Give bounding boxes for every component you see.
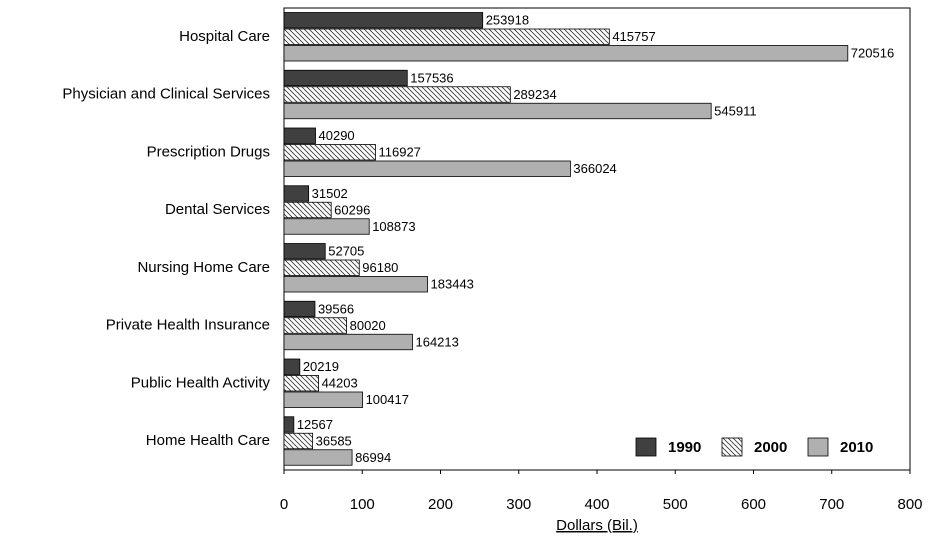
- bar: [283, 416, 295, 433]
- value-label: 720516: [851, 46, 894, 61]
- legend-label: 1990: [668, 439, 701, 456]
- bar: [283, 449, 353, 466]
- bar: [283, 243, 326, 260]
- legend-label: 2000: [754, 439, 787, 456]
- value-label: 12567: [297, 417, 333, 432]
- bar: [283, 127, 316, 144]
- bar: [283, 259, 360, 276]
- bar: [283, 358, 301, 375]
- y-tick-label: Hospital Care: [179, 28, 270, 45]
- bar: [283, 391, 363, 408]
- y-tick-label: Public Health Activity: [131, 374, 271, 391]
- bar: [283, 12, 484, 29]
- value-label: 366024: [573, 161, 616, 176]
- value-label: 20219: [303, 359, 339, 374]
- x-tick-label: 700: [819, 496, 844, 513]
- y-tick-label: Physician and Clinical Services: [62, 86, 270, 103]
- bar: [283, 86, 511, 103]
- x-tick-label: 600: [741, 496, 766, 513]
- value-label: 86994: [355, 450, 391, 465]
- bar: [283, 45, 849, 62]
- bar: [283, 201, 332, 219]
- bar: [283, 333, 413, 351]
- x-tick-label: 300: [506, 496, 531, 513]
- bar: [283, 218, 370, 235]
- value-label: 44203: [322, 376, 358, 391]
- value-label: 80020: [350, 318, 386, 333]
- value-label: 183443: [431, 277, 474, 292]
- value-label: 96180: [362, 260, 398, 275]
- value-label: 545911: [714, 103, 756, 118]
- value-label: 31502: [312, 186, 348, 201]
- y-tick-label: Dental Services: [165, 201, 270, 218]
- bar: [283, 375, 319, 392]
- value-label: 40290: [319, 128, 355, 143]
- value-label: 116927: [378, 145, 420, 160]
- x-tick-label: 200: [428, 496, 453, 513]
- value-label: 108873: [372, 219, 415, 234]
- legend-swatch: [635, 437, 657, 457]
- bar: [283, 69, 408, 87]
- x-tick-label: 500: [663, 496, 688, 513]
- value-label: 39566: [318, 301, 354, 316]
- x-tick-label: 100: [350, 496, 375, 513]
- bar: [283, 28, 610, 45]
- bar: [283, 160, 571, 177]
- value-label: 157536: [410, 70, 453, 85]
- value-label: 415757: [612, 29, 655, 44]
- y-tick-label: Private Health Insurance: [106, 317, 270, 334]
- y-tick-label: Nursing Home Care: [137, 259, 270, 276]
- value-label: 52705: [328, 244, 364, 259]
- x-tick-label: 800: [897, 496, 922, 513]
- legend-swatch: [807, 437, 829, 457]
- value-label: 60296: [334, 202, 370, 217]
- legend-label: 2010: [840, 439, 873, 456]
- value-label: 253918: [486, 13, 529, 28]
- x-tick-label: 400: [584, 496, 609, 513]
- value-label: 289234: [513, 87, 556, 102]
- value-label: 100417: [366, 392, 409, 407]
- bar: [283, 432, 314, 450]
- value-label: 36585: [316, 433, 352, 448]
- bar: [283, 185, 310, 202]
- x-axis-label: Dollars (Bil.): [556, 517, 638, 534]
- bar: [283, 276, 428, 293]
- bar: [283, 144, 376, 161]
- bar: [283, 317, 348, 334]
- bar: [283, 102, 712, 120]
- legend-swatch: [721, 437, 743, 457]
- value-label: 164213: [415, 334, 458, 349]
- bar: [283, 300, 316, 318]
- x-tick-label: 0: [280, 496, 288, 513]
- y-tick-label: Home Health Care: [146, 432, 270, 449]
- y-tick-label: Prescription Drugs: [147, 143, 270, 160]
